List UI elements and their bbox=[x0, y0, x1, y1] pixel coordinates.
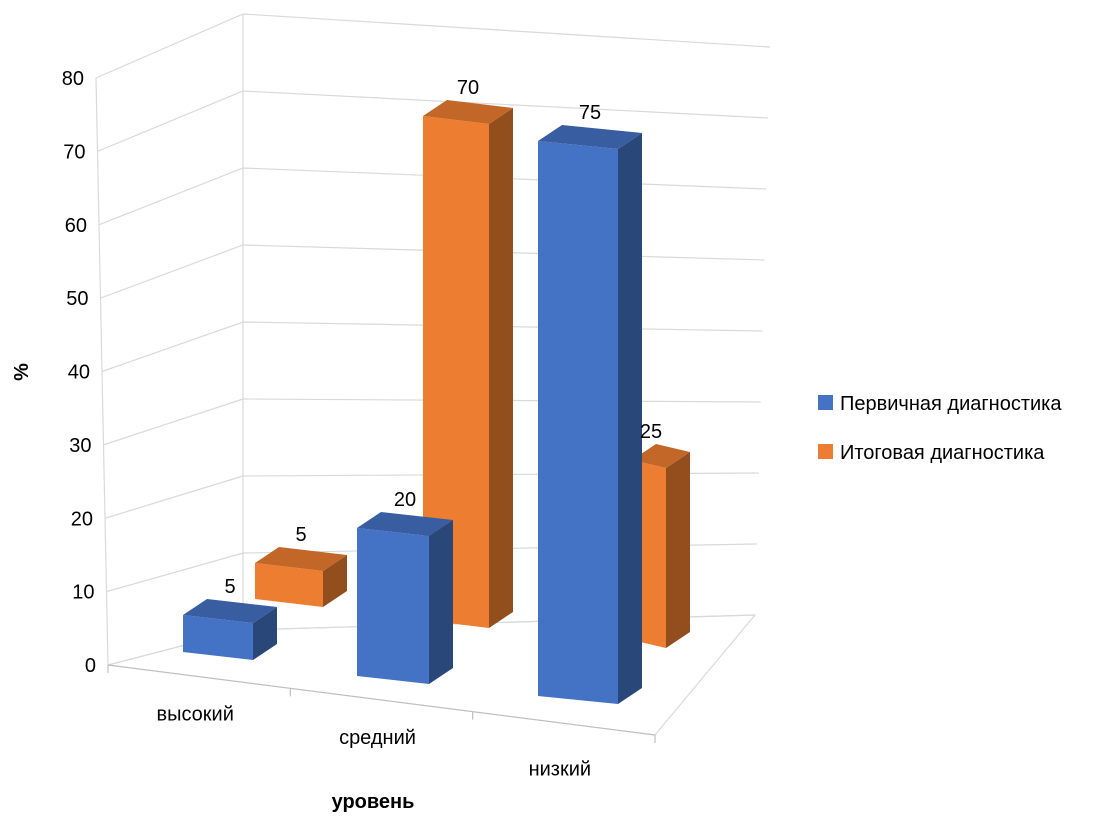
data-label: 5 bbox=[224, 576, 235, 598]
x-axis-title: уровень bbox=[332, 791, 415, 813]
legend-swatch bbox=[818, 395, 833, 410]
bar-side-face bbox=[618, 133, 642, 704]
bar-top-face bbox=[632, 444, 690, 468]
y-tick-label: 10 bbox=[72, 582, 94, 604]
bar-side-face bbox=[666, 452, 690, 648]
x-category-label: средний bbox=[339, 727, 416, 749]
y-tick-label: 30 bbox=[69, 435, 91, 457]
legend-item: Первичная диагностика bbox=[818, 393, 1062, 415]
bar bbox=[423, 100, 513, 628]
y-tick-label: 70 bbox=[63, 141, 85, 163]
legend-label: Итоговая диагностика bbox=[840, 442, 1045, 464]
bar-side-face bbox=[489, 108, 513, 628]
bar-side-face bbox=[323, 555, 347, 607]
y-tick-labels: 0 10 20 30 40 50 60 70 80 bbox=[62, 68, 96, 677]
bar-top-face bbox=[255, 547, 347, 571]
y-tick-label: 60 bbox=[65, 215, 87, 237]
legend-item: Итоговая диагностика bbox=[818, 442, 1045, 464]
data-label: 70 bbox=[457, 77, 479, 99]
bar-front-face bbox=[357, 528, 429, 684]
legend-label: Первичная диагностика bbox=[840, 393, 1062, 415]
y-axis-line bbox=[95, 77, 109, 666]
bar-front-face bbox=[183, 615, 253, 660]
x-category-labels: высокий средний низкий bbox=[156, 704, 591, 781]
bar bbox=[538, 125, 642, 704]
bar bbox=[255, 547, 347, 607]
bar-top-face bbox=[423, 100, 513, 124]
bar-top-face bbox=[357, 512, 453, 536]
y-tick-label: 20 bbox=[71, 508, 93, 530]
data-label: 20 bbox=[394, 489, 416, 511]
y-tick-label: 0 bbox=[85, 655, 96, 677]
bar bbox=[357, 512, 453, 684]
x-category-label: низкий bbox=[529, 758, 591, 780]
bars bbox=[183, 100, 690, 704]
bar-side-face bbox=[253, 607, 277, 660]
y-axis-title: % bbox=[11, 363, 33, 381]
bar-side-face bbox=[429, 520, 453, 684]
x-category-label: высокий bbox=[156, 704, 233, 726]
data-labels: 5 70 25 5 20 75 bbox=[224, 77, 662, 598]
y-tick-label: 50 bbox=[66, 288, 88, 310]
legend: Первичная диагностика Итоговая диагности… bbox=[818, 393, 1062, 464]
data-label: 75 bbox=[579, 102, 601, 124]
bar-front-face bbox=[423, 116, 489, 628]
y-tick-label: 80 bbox=[62, 68, 84, 90]
gridline bbox=[95, 13, 771, 79]
x-axis-line bbox=[107, 664, 656, 736]
bar bbox=[183, 599, 277, 660]
bar-top-face bbox=[183, 599, 277, 623]
data-label: 5 bbox=[295, 524, 306, 546]
legend-swatch bbox=[818, 444, 833, 459]
data-label: 25 bbox=[640, 421, 662, 443]
y-tick-label: 40 bbox=[68, 362, 90, 384]
bar-top-face bbox=[538, 125, 642, 149]
bar-front-face bbox=[538, 141, 618, 704]
bar-front-face bbox=[255, 563, 323, 607]
